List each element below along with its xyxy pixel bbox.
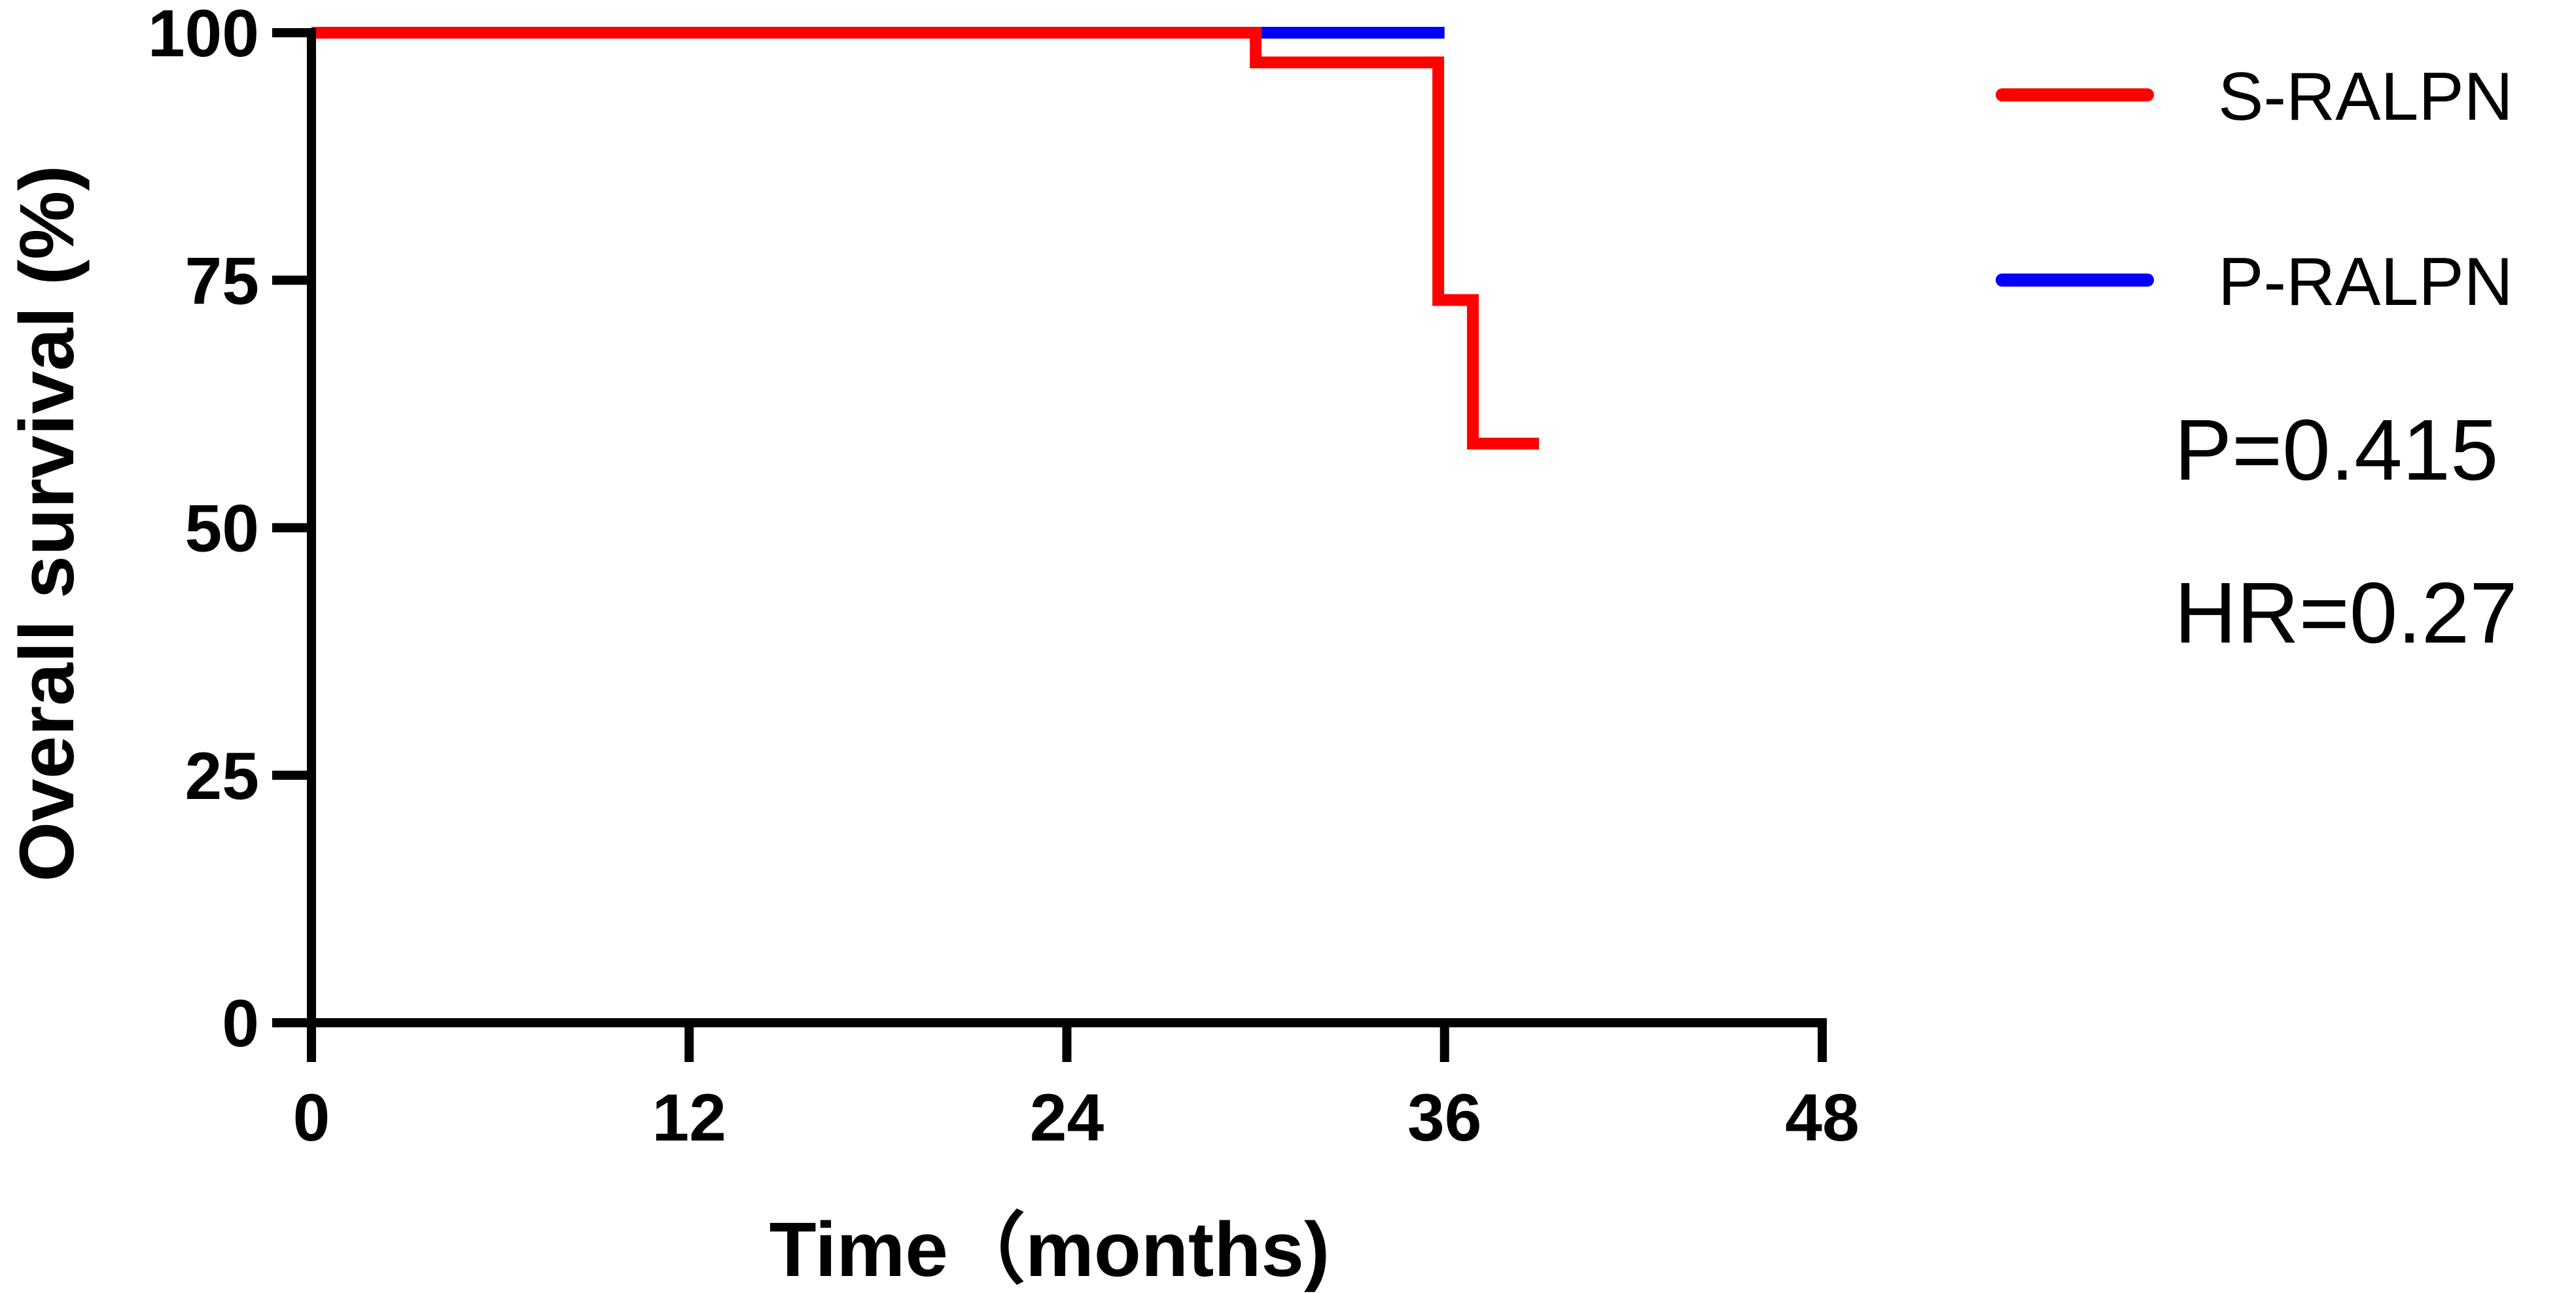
x-axis-title: Time（months) bbox=[769, 1207, 1330, 1293]
legend-label-s-ralpn: S-RALPN bbox=[2218, 59, 2513, 135]
plot-area: 0 25 50 75 100 0 12 24 36 48 bbox=[148, 0, 1860, 1155]
x-tick-label: 0 bbox=[293, 1080, 330, 1155]
x-tick-label: 12 bbox=[652, 1080, 726, 1155]
series-layer bbox=[311, 27, 1540, 450]
x-tick-label: 36 bbox=[1407, 1080, 1481, 1155]
y-tick-label: 50 bbox=[185, 491, 259, 566]
x-tick-label: 24 bbox=[1030, 1080, 1104, 1155]
legend-label-p-ralpn: P-RALPN bbox=[2218, 244, 2513, 320]
y-tick-label: 100 bbox=[148, 0, 259, 71]
legend: S-RALPN P-RALPN bbox=[1996, 59, 2513, 320]
series-line-s-ralpn bbox=[311, 27, 1540, 450]
y-axis-title: Overall survival (%) bbox=[4, 165, 90, 881]
y-tick-label: 75 bbox=[185, 243, 259, 318]
p-value-annotation: P=0.415 bbox=[2174, 402, 2498, 498]
y-tick-label: 25 bbox=[185, 739, 259, 813]
x-axis-ticks: 0 12 24 36 48 bbox=[293, 1023, 1860, 1155]
x-tick-label: 48 bbox=[1785, 1080, 1859, 1155]
y-axis-ticks: 0 25 50 75 100 bbox=[148, 0, 311, 1061]
y-tick-label: 0 bbox=[222, 986, 259, 1061]
hazard-ratio-annotation: HR=0.27 bbox=[2174, 565, 2518, 661]
